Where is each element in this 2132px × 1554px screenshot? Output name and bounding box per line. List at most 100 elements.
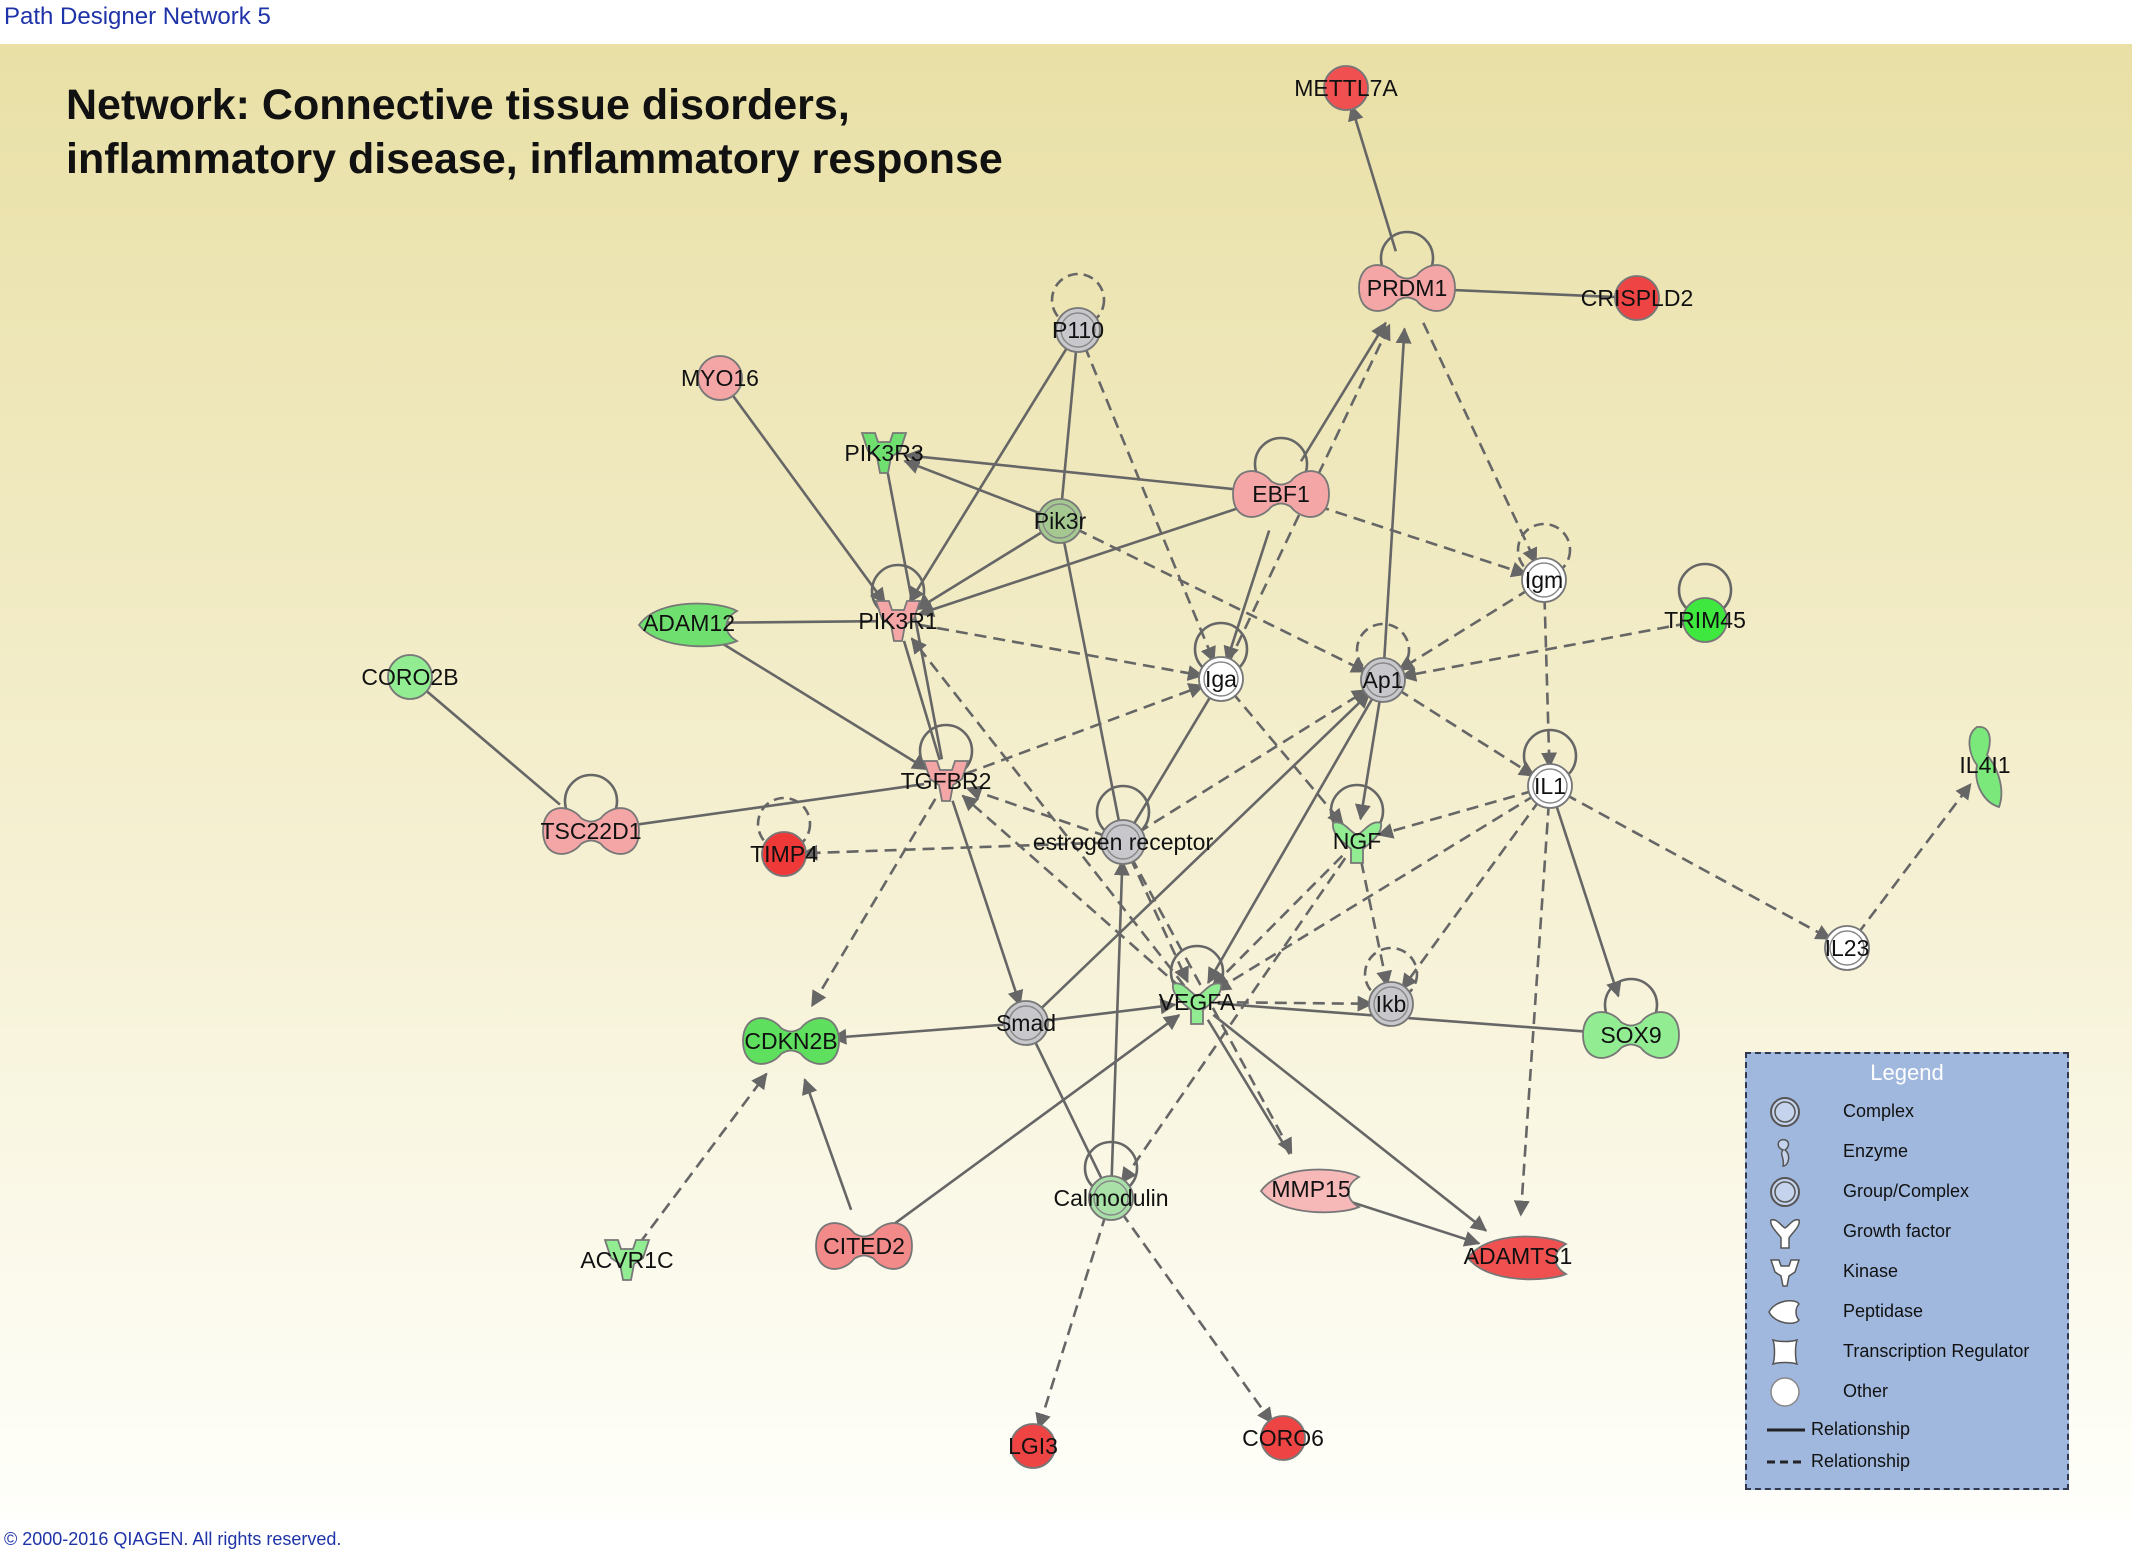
- edge-pik3r-to-estrogen-receptor: [1062, 538, 1121, 824]
- node-ebf1[interactable]: EBF1: [1232, 470, 1330, 518]
- edge-il1-to-ikb: [1400, 799, 1541, 990]
- edge-igm-to-ap1: [1397, 588, 1530, 672]
- node-label: LGI3: [1008, 1433, 1058, 1459]
- legend-item-group-complex: Group/Complex: [1765, 1172, 2065, 1212]
- node-pik3r3[interactable]: PIK3R3: [844, 432, 924, 474]
- edge-cited2-to-cdkn2b: [802, 1078, 853, 1211]
- node-mettl7a[interactable]: METTL7A: [1294, 65, 1398, 111]
- node-label: EBF1: [1252, 481, 1310, 507]
- node-p110[interactable]: P110: [1052, 307, 1104, 353]
- node-mmp15[interactable]: MMP15: [1259, 1168, 1361, 1214]
- node-timp4[interactable]: TIMP4: [750, 831, 818, 877]
- edge-estrogen-receptor-to-ap1: [1137, 688, 1369, 834]
- legend-label: Complex: [1843, 1101, 1915, 1121]
- node-adamts1[interactable]: ADAMTS1: [1464, 1235, 1573, 1281]
- edge-vegfa-to-adamts1: [1212, 1013, 1488, 1232]
- edge-coro2b-to-tsc22d1: [422, 687, 561, 806]
- node-coro6[interactable]: CORO6: [1242, 1415, 1324, 1461]
- node-label: IL1: [1534, 773, 1566, 799]
- node-tsc22d1[interactable]: TSC22D1: [541, 807, 642, 855]
- node-label: VEGFA: [1159, 989, 1236, 1015]
- edge-prdm1-to-igm: [1422, 322, 1538, 565]
- edge-prdm1-to-crispld2: [1445, 288, 1619, 299]
- edge-ngf-to-calmodulin: [1120, 857, 1347, 1184]
- kinase-icon: [1769, 1259, 1801, 1287]
- growth-factor-icon: [1770, 1218, 1800, 1249]
- node-crispld2[interactable]: CRISPLD2: [1581, 275, 1693, 321]
- node-sox9[interactable]: SOX9: [1582, 1011, 1680, 1059]
- edge-ap1-to-il1: [1397, 688, 1536, 778]
- node-igm[interactable]: Igm: [1521, 557, 1567, 603]
- node-label: ACVR1C: [580, 1247, 673, 1273]
- node-il1[interactable]: IL1: [1527, 763, 1573, 809]
- node-tgfbr2[interactable]: TGFBR2: [901, 760, 992, 802]
- node-label: PIK3R1: [858, 608, 937, 634]
- edge-vegfa-to-mmp15: [1206, 1019, 1291, 1155]
- node-label: MYO16: [681, 365, 759, 391]
- node-label: METTL7A: [1294, 75, 1398, 101]
- node-lgi3[interactable]: LGI3: [1008, 1423, 1058, 1469]
- edge-pik3r-to-pik3r3: [903, 458, 1045, 516]
- node-il4i1[interactable]: IL4I1: [1959, 726, 2011, 809]
- node-label: PRDM1: [1367, 275, 1448, 301]
- node-coro2b[interactable]: CORO2B: [361, 654, 459, 700]
- edge-smad-to-cdkn2b: [830, 1023, 1009, 1045]
- node-acvr1c[interactable]: ACVR1C: [580, 1239, 674, 1281]
- node-label: Pik3r: [1034, 508, 1087, 534]
- edge-vegfa-to-pik3r1: [910, 637, 1186, 987]
- edge-acvr1c-to-cdkn2b: [638, 1072, 768, 1245]
- node-label: IL23: [1825, 935, 1870, 961]
- node-cited2[interactable]: CITED2: [815, 1222, 913, 1270]
- edge-igm-to-il1: [1541, 597, 1558, 769]
- node-label: MMP15: [1271, 1176, 1350, 1202]
- network-title: Network: Connective tissue disorders, in…: [66, 78, 1003, 186]
- node-label: CORO2B: [361, 664, 458, 690]
- peptidase-icon: [1768, 1299, 1800, 1325]
- node-cdkn2b[interactable]: CDKN2B: [742, 1017, 840, 1065]
- node-iga[interactable]: Iga: [1198, 656, 1244, 702]
- node-smad[interactable]: Smad: [996, 1000, 1056, 1046]
- nodes-layer: METTL7A PRDM1 CRISPLD2 P110 MYO16 PIK3R3 EBF1 P…: [361, 65, 2011, 1469]
- node-calmodulin[interactable]: Calmodulin: [1053, 1175, 1169, 1221]
- edge-estrogen-receptor-to-tgfbr2: [965, 785, 1107, 838]
- node-pik3r1[interactable]: PIK3R1: [858, 600, 938, 642]
- legend-item-relationship-dashed: Relationship: [1765, 1442, 2065, 1482]
- node-label: TSC22D1: [541, 818, 642, 844]
- legend-label: Enzyme: [1843, 1141, 1909, 1161]
- node-estrogen-receptor[interactable]: estrogen receptor: [1033, 819, 1214, 865]
- dashed-relationship-icon: [1767, 1460, 1805, 1464]
- node-label: Smad: [996, 1010, 1056, 1036]
- edge-calmodulin-to-coro6: [1120, 1211, 1274, 1424]
- node-vegfa[interactable]: VEGFA: [1159, 982, 1236, 1025]
- legend-item-complex: Complex: [1765, 1092, 2065, 1132]
- network-diagram[interactable]: METTL7A PRDM1 CRISPLD2 P110 MYO16 PIK3R3 EBF1 P…: [0, 44, 2132, 1520]
- edge-calmodulin-to-estrogen-receptor: [1110, 859, 1130, 1181]
- edge-vegfa-to-ikb: [1217, 995, 1374, 1012]
- legend-item-peptidase: Peptidase: [1765, 1292, 2065, 1332]
- edge-smad-to-vegfa: [1043, 998, 1177, 1023]
- node-il23[interactable]: IL23: [1824, 925, 1870, 971]
- node-ap1[interactable]: Ap1: [1360, 657, 1406, 703]
- node-label: P110: [1052, 317, 1104, 343]
- edge-mmp15-to-adamts1: [1347, 1199, 1481, 1247]
- edge-smad-to-calmodulin: [1032, 1038, 1104, 1182]
- edge-myo16-to-pik3r1: [729, 391, 886, 605]
- node-label: IL4I1: [1959, 752, 2010, 778]
- node-label: TGFBR2: [901, 768, 992, 794]
- node-ngf[interactable]: NGF: [1332, 821, 1382, 864]
- node-adam12[interactable]: ADAM12: [637, 602, 739, 648]
- network-canvas[interactable]: METTL7A PRDM1 CRISPLD2 P110 MYO16 PIK3R3 EBF1 P…: [0, 44, 2132, 1520]
- legend-label: Other: [1843, 1381, 1889, 1401]
- node-prdm1[interactable]: PRDM1: [1358, 264, 1456, 312]
- legend-item-transcription-regulator: Transcription Regulator: [1765, 1332, 2065, 1372]
- node-trim45[interactable]: TRIM45: [1664, 597, 1746, 643]
- node-label: Igm: [1525, 567, 1563, 593]
- node-pik3r[interactable]: Pik3r: [1034, 498, 1087, 544]
- node-myo16[interactable]: MYO16: [681, 355, 759, 401]
- legend-title: Legend: [1870, 1060, 1944, 1085]
- edge-il1-to-ngf: [1376, 789, 1534, 839]
- node-ikb[interactable]: Ikb: [1368, 981, 1414, 1027]
- enzyme-icon: [1777, 1138, 1790, 1167]
- node-label: Ap1: [1363, 667, 1404, 693]
- edge-ap1-to-vegfa: [1206, 694, 1376, 985]
